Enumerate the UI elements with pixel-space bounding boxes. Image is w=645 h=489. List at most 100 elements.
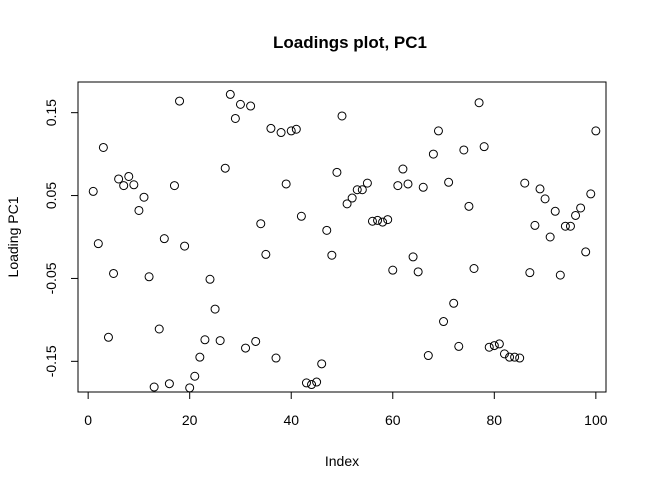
x-tick-label: 100 xyxy=(584,412,608,428)
data-point xyxy=(581,247,591,257)
data-point xyxy=(342,199,352,209)
data-point xyxy=(347,193,357,203)
data-point xyxy=(175,96,185,106)
data-point xyxy=(210,304,220,314)
data-point xyxy=(230,113,240,123)
data-point xyxy=(185,383,195,393)
data-point xyxy=(586,189,596,199)
data-point xyxy=(393,181,403,191)
data-point xyxy=(383,215,393,225)
data-point xyxy=(378,217,388,227)
data-point xyxy=(398,164,408,174)
data-point xyxy=(535,184,545,194)
data-point xyxy=(515,353,525,363)
data-point xyxy=(144,272,154,282)
data-point xyxy=(241,343,251,353)
data-point xyxy=(571,210,581,220)
data-point xyxy=(286,126,296,136)
data-point xyxy=(256,219,266,229)
y-tick-label: 0.05 xyxy=(43,182,59,209)
data-point xyxy=(93,239,103,249)
data-points xyxy=(88,89,601,393)
data-point xyxy=(134,205,144,215)
data-point xyxy=(291,124,301,134)
data-point xyxy=(124,171,134,181)
data-point xyxy=(114,174,124,184)
data-point xyxy=(164,379,174,389)
data-point xyxy=(271,353,281,363)
data-point xyxy=(261,249,271,259)
data-point xyxy=(530,220,540,230)
data-point xyxy=(464,201,474,211)
data-point xyxy=(276,128,286,138)
data-point xyxy=(180,241,190,251)
data-point xyxy=(225,89,235,99)
data-point xyxy=(403,179,413,189)
data-point xyxy=(484,342,494,352)
data-point xyxy=(352,185,362,195)
data-point xyxy=(327,250,337,260)
data-point xyxy=(525,268,535,278)
data-point xyxy=(215,336,225,346)
x-tick-label: 80 xyxy=(487,412,503,428)
data-point xyxy=(545,232,555,242)
data-point xyxy=(205,274,215,284)
data-point xyxy=(591,126,601,136)
data-point xyxy=(301,378,311,388)
data-point xyxy=(459,145,469,155)
data-point xyxy=(129,180,139,190)
data-point xyxy=(413,267,423,277)
data-point xyxy=(246,101,256,111)
data-point xyxy=(337,111,347,121)
data-point xyxy=(555,270,565,280)
data-point xyxy=(317,359,327,369)
data-point xyxy=(159,234,169,244)
data-point xyxy=(200,335,210,345)
data-point xyxy=(357,185,367,195)
data-point xyxy=(98,142,108,152)
data-point xyxy=(444,177,454,187)
data-point xyxy=(454,341,464,351)
data-point xyxy=(520,178,530,188)
data-point xyxy=(332,167,342,177)
data-point xyxy=(154,324,164,334)
x-tick-label: 20 xyxy=(182,412,198,428)
chart-title: Loadings plot, PC1 xyxy=(273,33,427,52)
x-axis: 0 20 40 60 80 100 xyxy=(84,391,608,428)
data-point xyxy=(540,194,550,204)
data-point xyxy=(388,265,398,275)
data-point xyxy=(469,263,479,273)
data-point xyxy=(88,186,98,196)
data-point xyxy=(235,99,245,109)
data-point xyxy=(479,142,489,152)
data-point xyxy=(307,380,317,390)
data-point xyxy=(139,192,149,202)
x-tick-label: 40 xyxy=(283,412,299,428)
data-point xyxy=(109,268,119,278)
data-point xyxy=(251,336,261,346)
y-tick-label: -0.15 xyxy=(43,345,59,377)
data-point xyxy=(281,179,291,189)
data-point xyxy=(505,352,515,362)
x-tick-label: 60 xyxy=(385,412,401,428)
data-point xyxy=(362,178,372,188)
y-axis: -0.15 -0.05 0.05 0.15 xyxy=(43,99,79,377)
data-point xyxy=(220,163,230,173)
x-tick-label: 0 xyxy=(84,412,92,428)
data-point xyxy=(560,221,570,231)
data-point xyxy=(439,317,449,327)
data-point xyxy=(474,98,484,108)
data-point xyxy=(428,149,438,159)
data-point xyxy=(296,211,306,221)
data-point xyxy=(190,371,200,381)
data-point xyxy=(149,382,159,392)
data-point xyxy=(550,206,560,216)
data-point xyxy=(312,377,322,387)
data-point xyxy=(408,252,418,262)
data-point xyxy=(489,341,499,351)
data-point xyxy=(576,203,586,213)
data-point xyxy=(499,349,509,359)
data-point xyxy=(266,123,276,133)
